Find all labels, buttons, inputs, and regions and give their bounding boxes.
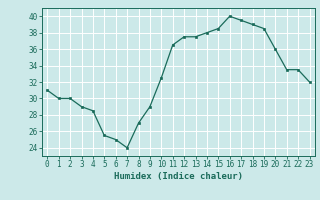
- X-axis label: Humidex (Indice chaleur): Humidex (Indice chaleur): [114, 172, 243, 181]
